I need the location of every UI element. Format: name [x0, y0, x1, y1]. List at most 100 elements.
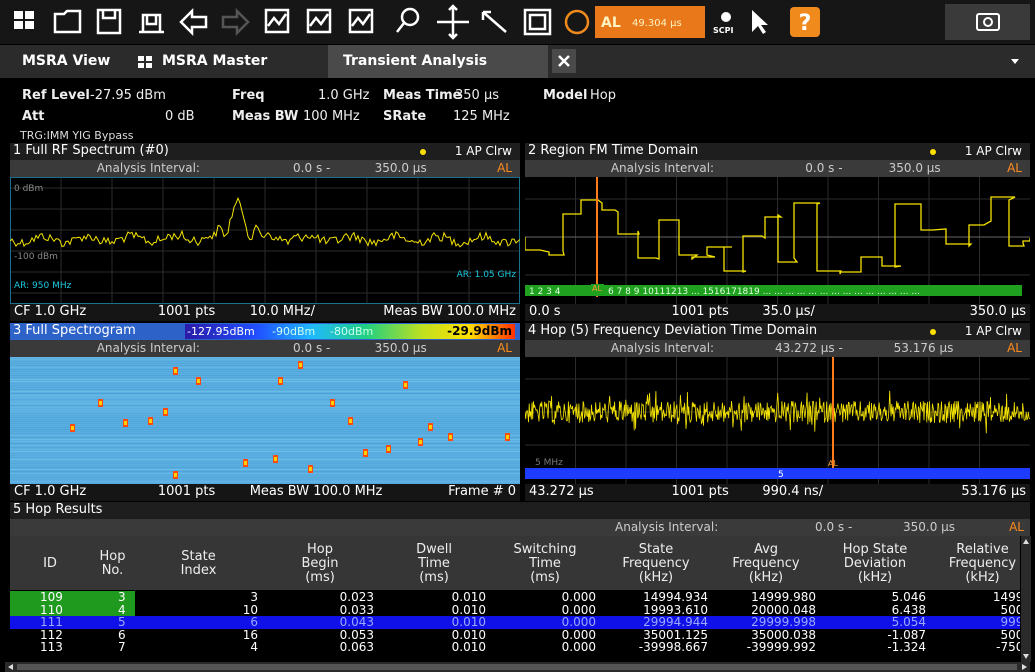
- toolbar-button[interactable]: [396, 7, 420, 33]
- table-cell: 3: [250, 590, 258, 604]
- help-button[interactable]: [790, 7, 820, 37]
- spectrogram-row: [10, 459, 520, 460]
- axis-label: 5 MHz: [535, 458, 563, 468]
- window: 2 Region FM Time Domain 1 AP Clrw Analysis…: [525, 143, 1030, 321]
- help-glyph: ?: [799, 11, 812, 36]
- toolbar-button[interactable]: [179, 7, 208, 37]
- column-header: (kHz): [748, 570, 784, 585]
- column-header: Begin: [301, 556, 339, 571]
- hop-dot: [364, 451, 367, 455]
- toolbar-button[interactable]: [437, 4, 469, 40]
- interval-al: AL: [497, 341, 512, 355]
- tab[interactable]: MSRA Master: [162, 53, 268, 69]
- spectrogram-row: [10, 483, 520, 484]
- table-cell: 16: [242, 627, 258, 642]
- window-footer: CF 1.0 GHz 1001 pts Meas BW 100.0 MHz Frame…: [10, 484, 520, 501]
- table-cell: 9999: [1000, 615, 1020, 629]
- table-cell: 5000: [1000, 602, 1020, 617]
- spectrogram-row: [10, 415, 520, 416]
- column-header: State: [638, 542, 674, 557]
- screenshot-button[interactable]: [945, 4, 1030, 40]
- icon-part: [396, 7, 420, 33]
- column-header: Frequency: [948, 556, 1017, 571]
- cursor-help-icon[interactable]: [752, 10, 768, 34]
- spectrogram-row: [10, 381, 520, 382]
- hop-dot: [309, 467, 312, 471]
- auto-level-button[interactable]: [595, 6, 705, 38]
- active-tab[interactable]: [328, 45, 548, 78]
- spectrogram-row: [10, 461, 520, 462]
- icon-part: [14, 11, 23, 19]
- window-footer: CF 1.0 GHz 1001 pts 10.0 MHz/Meas BW 100.0…: [10, 304, 520, 321]
- footer-text: 1001 pts: [157, 304, 216, 319]
- interval-al: AL: [1009, 520, 1024, 534]
- spectrogram-row: [10, 419, 520, 420]
- toolbar-button[interactable]: [348, 8, 374, 34]
- plot: 1 2 3 4 AL 6 7 8 9 10111213 ... 1516171819…: [525, 177, 1030, 304]
- hop-dot: [387, 447, 390, 451]
- hop-dot: [164, 410, 167, 414]
- hop-dot: [349, 419, 352, 423]
- spectrogram-row: [10, 365, 520, 366]
- toolbar-button[interactable]: [96, 8, 122, 35]
- footer-text: 1001 pts: [671, 484, 729, 499]
- spectrogram-row: [10, 421, 520, 422]
- icon-part: [523, 8, 552, 36]
- toolbar-button[interactable]: [523, 8, 552, 36]
- column-header: Index: [180, 563, 217, 578]
- table-cell: 14999: [992, 590, 1020, 604]
- trace-info: 1 AP Clrw: [964, 144, 1022, 158]
- toolbar-button[interactable]: [139, 13, 164, 34]
- spectrogram-row: [10, 431, 520, 432]
- toolbar-button[interactable]: [221, 7, 250, 37]
- column-header: Avg: [753, 542, 779, 557]
- scpi-label[interactable]: SCPI: [713, 26, 733, 35]
- tab-menu-button[interactable]: [1010, 57, 1020, 65]
- hop-dot: [124, 421, 127, 425]
- setting-value: 350 µs: [455, 88, 499, 103]
- footer-text: Meas BW 100.0 MHz: [383, 304, 516, 319]
- footer-text: 10.0 MHz/: [249, 304, 315, 319]
- close-tab-button[interactable]: [552, 49, 576, 73]
- toolbar-button[interactable]: [14, 11, 34, 29]
- icon-part: [53, 9, 82, 34]
- icon-part: [348, 8, 374, 34]
- toolbar-button[interactable]: [481, 10, 507, 33]
- column-header: Frequency: [622, 556, 690, 571]
- cell-highlight: [90, 603, 135, 616]
- tab[interactable]: Transient Analysis: [343, 53, 488, 69]
- interval-bar: Analysis Interval: 0.0 s - 350.0 µs AL: [10, 519, 1030, 536]
- table-cell: 0.000: [561, 615, 596, 629]
- interval-text: Analysis Interval:: [96, 341, 200, 355]
- colorbar-label: -90dBm: [272, 325, 316, 338]
- plot: 0 dBm -100 dBm AR: 950 MHz AR: 1.05 GHz: [10, 177, 520, 304]
- spectrogram-row: [10, 447, 520, 448]
- selected-row: [10, 616, 1020, 629]
- spectrogram-row: [10, 439, 520, 440]
- interval-bar: Analysis Interval: 0.0 s - 350.0 µs AL: [525, 160, 1030, 177]
- spectrogram-row: [10, 451, 520, 452]
- interval-text: Analysis Interval:: [610, 341, 715, 355]
- tab[interactable]: MSRA View: [22, 53, 111, 69]
- table-cell: 14999.980: [751, 590, 816, 604]
- spectrogram-row: [10, 455, 520, 456]
- toolbar-button[interactable]: [53, 9, 82, 34]
- interval-al: AL: [1007, 341, 1022, 355]
- spectrogram-row: [10, 469, 520, 470]
- setting-value: Hop: [590, 88, 616, 103]
- spectrogram-row: [10, 441, 520, 442]
- table-cell: 29999.998: [751, 615, 816, 629]
- icon-part: [221, 7, 250, 37]
- colorbar-label: -80dBm: [330, 325, 374, 338]
- toolbar-button[interactable]: [264, 8, 290, 34]
- icon-part: [25, 21, 34, 29]
- analysis-range-label: AR: 1.05 GHz: [457, 270, 517, 280]
- window-title: 1 Full RF Spectrum (#0): [13, 143, 169, 158]
- toolbar-button[interactable]: [306, 8, 332, 34]
- setting-label: Att: [22, 109, 45, 124]
- toolbar-button[interactable]: [564, 9, 590, 35]
- hop-dot: [274, 457, 277, 461]
